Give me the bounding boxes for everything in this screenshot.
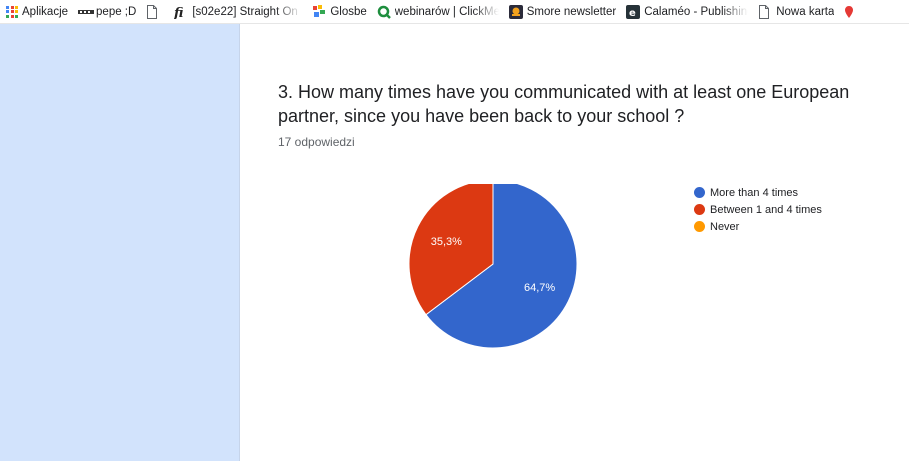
- svg-text:fi: fi: [174, 6, 183, 19]
- blank-page-icon: [146, 4, 160, 19]
- pie-slice[interactable]: [425, 184, 578, 348]
- calameo-logo-icon: e: [626, 4, 641, 19]
- legend-swatch: [694, 221, 705, 232]
- bookmark-label: Aplikacje: [22, 5, 69, 18]
- clickmeeting-logo-icon: [377, 5, 391, 19]
- bookmark-new-tab[interactable]: Nowa karta: [758, 4, 835, 19]
- pin-favicon-icon: [844, 5, 858, 19]
- pie-chart: 64,7% 35,3%: [408, 184, 578, 348]
- smore-logo-icon: [508, 4, 523, 19]
- bookmark-label: pepe ;D: [96, 5, 137, 18]
- blank-page-icon: [758, 4, 772, 19]
- bookmark-favicon-icon: [78, 5, 95, 19]
- svg-text:e: e: [629, 8, 636, 19]
- bookmark-label: Glosbe: [330, 5, 367, 18]
- bookmark-label: Smore newsletter: [526, 5, 617, 18]
- bookmark-clickmeeting[interactable]: webinarów | ClickMe: [377, 5, 499, 19]
- legend-label: More than 4 times: [710, 186, 799, 199]
- bookmark-apps[interactable]: Aplikacje: [6, 5, 69, 18]
- legend-label: Never: [710, 220, 740, 233]
- bookmark-blank[interactable]: [146, 4, 164, 19]
- bookmark-label: webinarów | ClickMe: [394, 5, 499, 18]
- legend-swatch: [694, 187, 705, 198]
- pie-data-label: 64,7%: [524, 282, 555, 294]
- response-count: 17 odpowiedzi: [278, 135, 355, 149]
- legend-swatch: [694, 204, 705, 215]
- legend-item[interactable]: Between 1 and 4 times: [694, 201, 822, 218]
- pie-data-label: 35,3%: [431, 236, 462, 248]
- legend-item[interactable]: Never: [694, 218, 822, 235]
- bookmark-calameo[interactable]: e Calaméo - Publishing: [626, 4, 749, 19]
- bookmark-label: [s02e22] Straight On: [192, 5, 298, 18]
- bookmark-label: Nowa karta: [776, 5, 835, 18]
- legend-label: Between 1 and 4 times: [710, 203, 822, 216]
- panel-divider: [239, 24, 240, 461]
- chart-legend: More than 4 times Between 1 and 4 times Ne…: [694, 184, 822, 235]
- bookmark-label: Calaméo - Publishing: [644, 5, 749, 18]
- apps-grid-icon: [6, 5, 18, 18]
- side-panel: [0, 24, 239, 461]
- bookmark-smore[interactable]: Smore newsletter: [508, 4, 617, 19]
- bookmarks-bar: Aplikacje pepe ;D fi [s02e22] Straight O…: [0, 0, 909, 24]
- fi-logo-icon: fi: [173, 5, 188, 21]
- bookmark-overflow[interactable]: [844, 5, 862, 19]
- question-title: 3. How many times have you communicated …: [278, 82, 850, 126]
- legend-item[interactable]: More than 4 times: [694, 184, 822, 201]
- pie-slice[interactable]: [408, 184, 494, 316]
- bookmark-straight-on[interactable]: fi [s02e22] Straight On: [173, 5, 302, 21]
- bookmark-glosbe[interactable]: Glosbe: [312, 4, 367, 19]
- bookmark-pepe[interactable]: pepe ;D: [78, 5, 136, 19]
- glosbe-logo-icon: [312, 4, 326, 19]
